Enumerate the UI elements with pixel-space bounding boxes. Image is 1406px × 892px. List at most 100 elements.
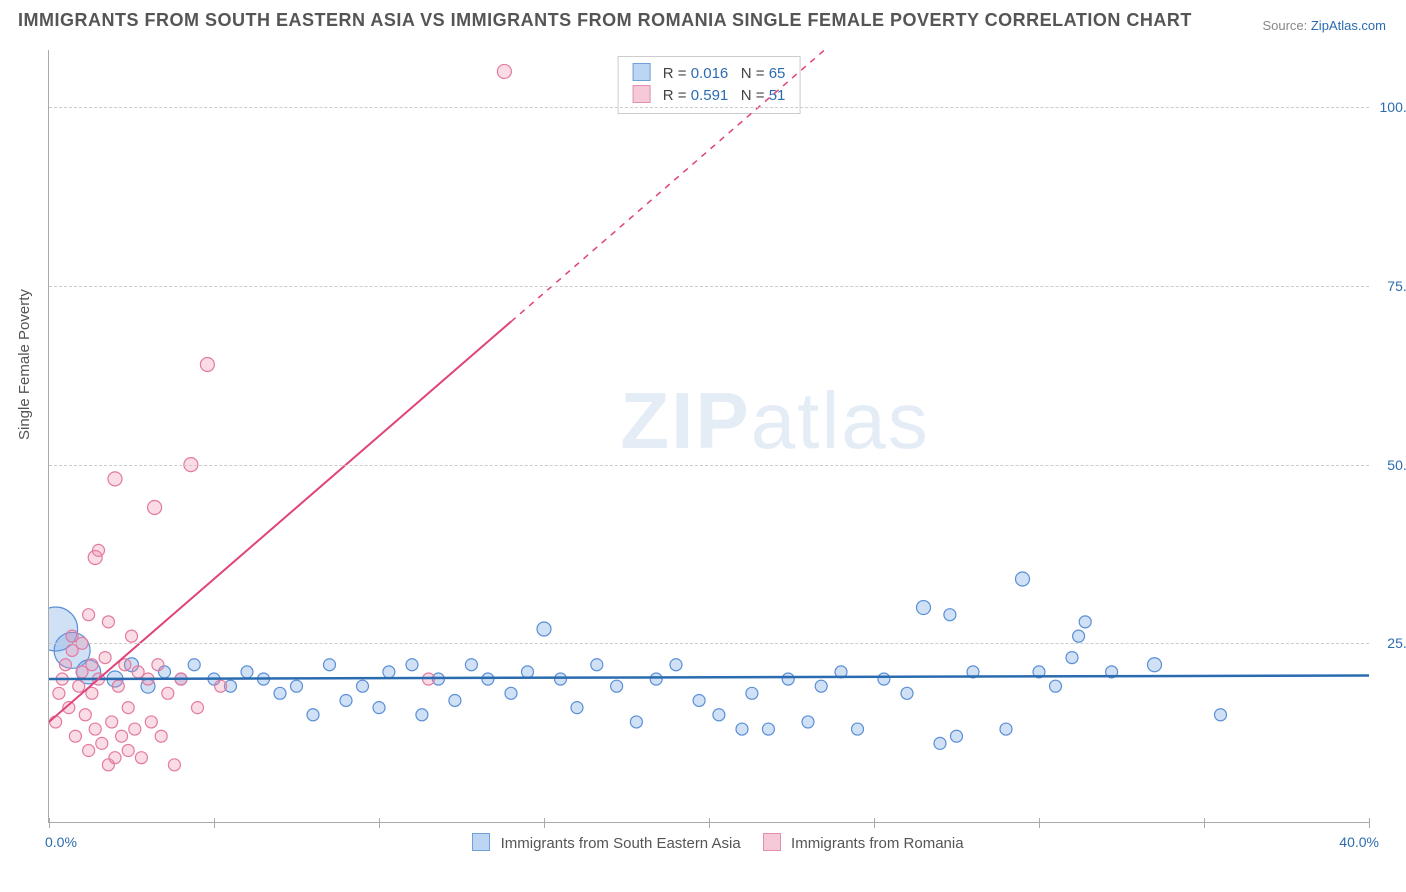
chart-svg (49, 50, 1369, 822)
data-point (1079, 616, 1091, 628)
data-point (93, 544, 105, 556)
data-point (155, 730, 167, 742)
data-point (116, 730, 128, 742)
plot-area: ZIPatlas 0.0% 40.0% R = 0.016 N = 65 R =… (48, 50, 1369, 823)
y-tick-label: 75.0% (1387, 278, 1406, 294)
data-point (1148, 658, 1162, 672)
data-point (522, 666, 534, 678)
data-point (106, 716, 118, 728)
data-point (102, 616, 114, 628)
data-point (60, 659, 72, 671)
data-point (73, 680, 85, 692)
y-tick-label: 100.0% (1380, 99, 1406, 115)
data-point (69, 730, 81, 742)
data-point (1000, 723, 1012, 735)
data-point (109, 752, 121, 764)
data-point (148, 500, 162, 514)
data-point (449, 694, 461, 706)
data-point (83, 609, 95, 621)
data-point (122, 745, 134, 757)
data-point (145, 716, 157, 728)
data-point (670, 659, 682, 671)
data-point (505, 687, 517, 699)
data-point (762, 723, 774, 735)
data-point (901, 687, 913, 699)
data-point (406, 659, 418, 671)
data-point (324, 659, 336, 671)
data-point (188, 659, 200, 671)
data-point (1050, 680, 1062, 692)
data-point (571, 702, 583, 714)
data-point (135, 752, 147, 764)
data-point (152, 659, 164, 671)
legend-swatch-0 (472, 833, 490, 851)
data-point (79, 709, 91, 721)
data-point (99, 652, 111, 664)
data-point (129, 723, 141, 735)
data-point (192, 702, 204, 714)
trend-line (49, 322, 511, 722)
source-attribution: Source: ZipAtlas.com (1262, 18, 1386, 33)
data-point (86, 659, 98, 671)
data-point (917, 601, 931, 615)
y-tick-label: 50.0% (1387, 457, 1406, 473)
data-point (168, 759, 180, 771)
data-point (1066, 652, 1078, 664)
data-point (373, 702, 385, 714)
data-point (108, 472, 122, 486)
data-point (274, 687, 286, 699)
data-point (944, 609, 956, 621)
data-point (736, 723, 748, 735)
data-point (852, 723, 864, 735)
data-point (83, 745, 95, 757)
data-point (497, 64, 511, 78)
legend-bottom: Immigrants from South Eastern Asia Immig… (49, 833, 1369, 852)
data-point (713, 709, 725, 721)
source-prefix: Source: (1262, 18, 1310, 33)
data-point (126, 630, 138, 642)
data-point (96, 737, 108, 749)
data-point (122, 702, 134, 714)
data-point (53, 687, 65, 699)
y-tick-label: 25.0% (1387, 635, 1406, 651)
data-point (693, 694, 705, 706)
data-point (555, 673, 567, 685)
data-point (241, 666, 253, 678)
data-point (1016, 572, 1030, 586)
data-point (291, 680, 303, 692)
data-point (340, 694, 352, 706)
legend-label-1: Immigrants from Romania (791, 835, 964, 852)
data-point (383, 666, 395, 678)
data-point (537, 622, 551, 636)
data-point (200, 358, 214, 372)
data-point (951, 730, 963, 742)
data-point (465, 659, 477, 671)
chart-title: IMMIGRANTS FROM SOUTH EASTERN ASIA VS IM… (18, 10, 1192, 31)
data-point (878, 673, 890, 685)
data-point (934, 737, 946, 749)
data-point (611, 680, 623, 692)
legend-label-0: Immigrants from South Eastern Asia (501, 835, 741, 852)
data-point (112, 680, 124, 692)
trend-line-ext (511, 50, 825, 322)
legend-swatch-1 (763, 833, 781, 851)
data-point (1073, 630, 1085, 642)
source-link[interactable]: ZipAtlas.com (1311, 18, 1386, 33)
data-point (50, 716, 62, 728)
data-point (162, 687, 174, 699)
data-point (89, 723, 101, 735)
data-point (815, 680, 827, 692)
data-point (357, 680, 369, 692)
chart-container: IMMIGRANTS FROM SOUTH EASTERN ASIA VS IM… (0, 0, 1406, 892)
data-point (782, 673, 794, 685)
data-point (630, 716, 642, 728)
data-point (307, 709, 319, 721)
data-point (802, 716, 814, 728)
data-point (591, 659, 603, 671)
data-point (416, 709, 428, 721)
y-axis-label: Single Female Poverty (16, 289, 33, 440)
data-point (1215, 709, 1227, 721)
data-point (215, 680, 227, 692)
data-point (650, 673, 662, 685)
data-point (746, 687, 758, 699)
